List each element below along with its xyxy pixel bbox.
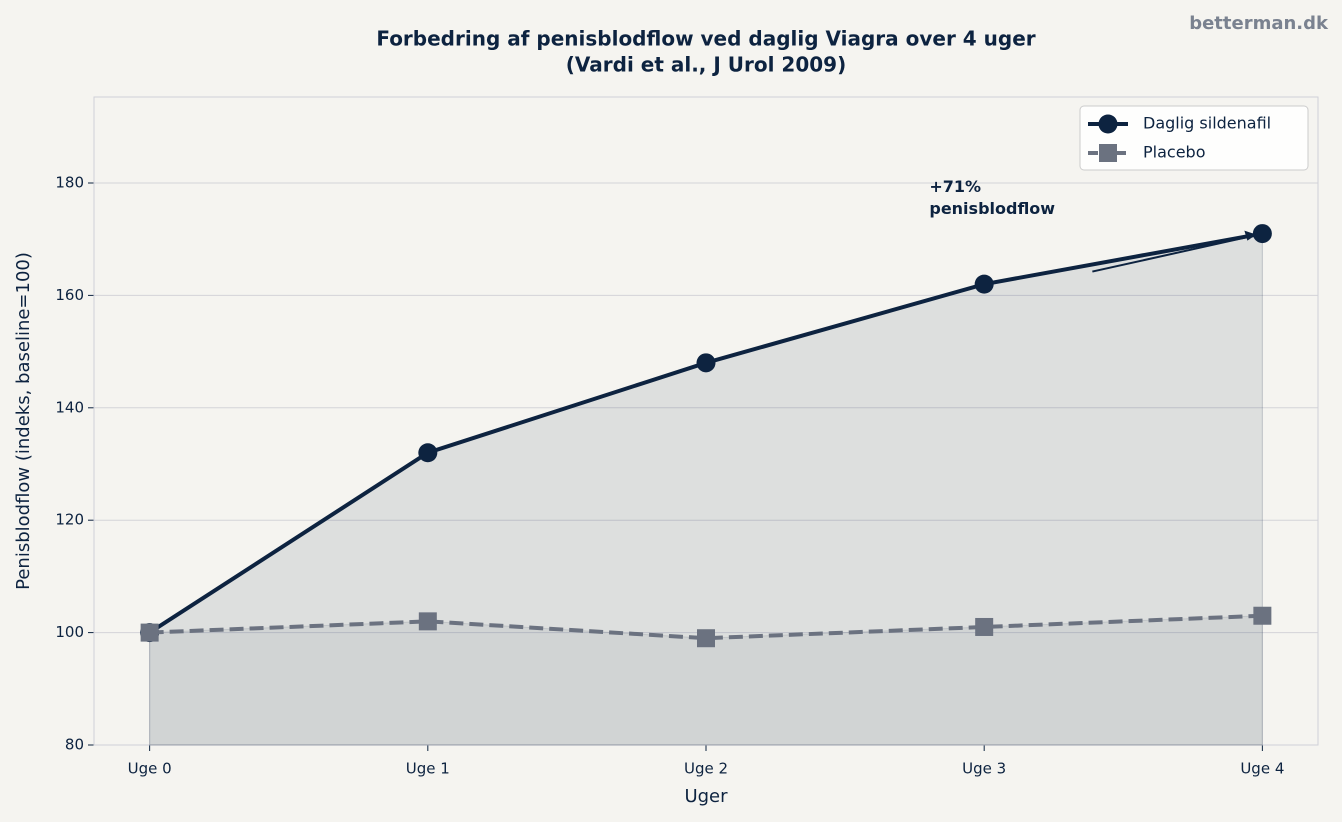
marker [1253,606,1272,625]
y-axis-label: Penisblodflow (indeks, baseline=100) [13,252,34,590]
x-tick-label: Uge 3 [962,760,1006,778]
marker [974,274,994,294]
annotation-arrowhead [1244,230,1257,241]
watermark: betterman.dk [1189,13,1329,34]
annotation: penisblodflow [929,199,1055,218]
marker [975,617,994,636]
marker [697,629,715,648]
annotation: +71% [929,177,981,196]
marker [418,443,438,463]
marker [1252,224,1272,244]
y-tick-label: 180 [55,173,84,191]
annotation-arrow [1092,234,1255,273]
chart-subtitle: (Vardi et al., J Urol 2009) [566,53,847,77]
x-tick-label: Uge 2 [684,760,728,778]
legend-marker [1099,144,1117,162]
marker [696,353,716,373]
legend-marker [1098,114,1118,134]
legend-box [1079,105,1309,171]
legend: Daglig sildenafil Placebo [1079,105,1309,171]
line [149,613,1263,641]
y-tick-label: 120 [55,511,84,529]
y-tick-label: 100 [55,623,84,641]
y-tick-label: 80 [65,736,84,754]
y-tick-label: 140 [55,398,84,416]
x-tick-label: Uge 4 [1240,760,1284,778]
plot-frame [93,96,1319,746]
y-tick-label: 160 [55,286,84,304]
legend-label: Placebo [1143,143,1205,162]
x-tick-label: Uge 1 [406,760,450,778]
legend-label: Daglig sildenafil [1143,114,1271,133]
x-tick-label: Uge 0 [128,760,172,778]
marker [140,623,159,642]
marker [418,612,437,631]
chart-title: Forbedring af penisblodflow ved daglig V… [376,27,1035,51]
x-axis-label: Uger [684,786,728,807]
